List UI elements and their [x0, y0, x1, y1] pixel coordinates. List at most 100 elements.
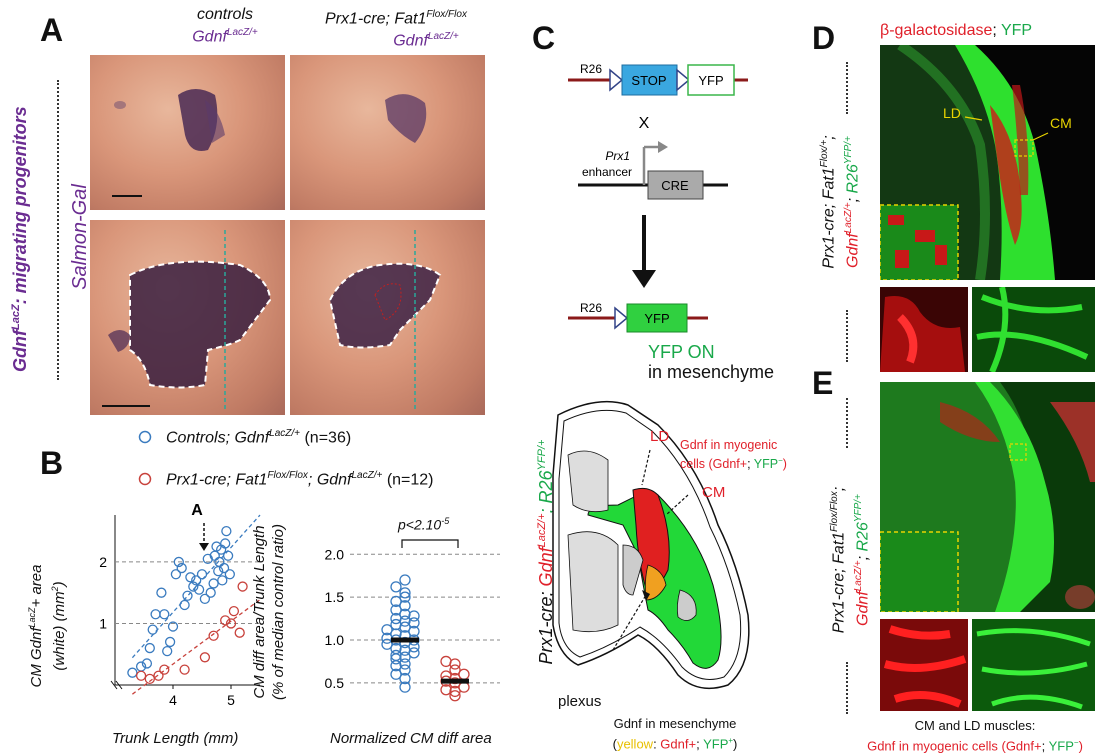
panel-label-d: D — [812, 20, 836, 56]
d-side-r26: R26 — [844, 164, 862, 194]
panel-e-caption: CM and LD muscles: Gdnf in myogenic cell… — [850, 717, 1100, 754]
panel-label-e: E — [812, 365, 834, 401]
mes-sep: ; — [696, 736, 704, 752]
ylabel-part3: (white) (mm — [51, 591, 68, 671]
left-ticks: 1 2 4 5 — [99, 554, 235, 705]
data-point — [188, 581, 199, 592]
data-point — [159, 664, 170, 675]
data-point — [170, 569, 182, 580]
ld-label-d: LD — [943, 105, 961, 121]
side-suffix: : migrating progenitors — [10, 106, 30, 305]
dot-point — [408, 625, 420, 638]
trendline-1 — [132, 599, 261, 695]
column-header-controls: controls GdnfLacZ/+ — [150, 6, 300, 46]
myo-line1: Gdnf in myogenic — [680, 438, 778, 452]
dot-point — [408, 610, 420, 622]
mesenchyme-note: Gdnf in mesenchyme (yellow: Gdnf+; YFP+) — [585, 715, 765, 752]
mes-open: ( — [612, 736, 617, 752]
legend-controls-sup: LacZ/+ — [269, 428, 301, 439]
data-point — [205, 587, 216, 598]
confocal-e-main — [880, 382, 1095, 612]
left-points — [127, 526, 248, 684]
cross-symbol: X — [639, 115, 650, 132]
data-point — [162, 646, 173, 657]
data-point — [191, 575, 202, 586]
data-point — [220, 538, 231, 549]
left-y-tick: 1 — [99, 615, 107, 631]
confocal-d-main — [880, 45, 1095, 280]
d-side-sup2: LacZ/+ — [843, 202, 855, 234]
dot-point — [390, 581, 402, 593]
cm-label-diagram: CM — [702, 484, 726, 501]
data-point — [234, 627, 245, 638]
data-point — [237, 581, 248, 592]
dot-point — [399, 681, 411, 693]
stop-box — [621, 64, 678, 96]
dot-point — [399, 658, 411, 670]
dot-point — [449, 685, 461, 698]
data-point — [141, 658, 153, 669]
data-point — [167, 621, 179, 632]
dot-point — [390, 642, 402, 655]
caption-line2: Gdnf in myogenic cells ( — [867, 738, 1006, 754]
confocal-e-art — [880, 382, 1095, 612]
data-point — [179, 664, 190, 675]
dot-point — [399, 600, 411, 612]
d-side-sup3: YFP/+ — [843, 136, 855, 165]
myo-line2: cells ( — [680, 457, 713, 472]
axis-break — [110, 680, 123, 690]
d-side-1: Prx1-cre; Fat1 — [820, 167, 838, 269]
panel-a-side-label: GdnfLacZ: migrating progenitors — [10, 106, 34, 372]
legend-mutant-marker — [138, 473, 152, 486]
data-point — [218, 562, 230, 574]
confocal-d-red-art — [880, 296, 965, 372]
ylabel-sup: LacZ — [27, 607, 37, 628]
dot-point — [440, 655, 452, 668]
myo-sup: − — [778, 456, 783, 465]
caption-sup: − — [1073, 738, 1079, 747]
stop-label: STOP — [631, 73, 666, 88]
left-chart-xlabel: Trunk Length (mm) — [112, 730, 239, 747]
data-point — [144, 642, 155, 654]
photo-mutant-bottom — [290, 220, 485, 415]
left-grid — [110, 515, 260, 690]
cre-box — [647, 170, 704, 200]
mes-colon: : — [653, 736, 661, 752]
mes-close: ) — [733, 736, 738, 752]
data-point — [144, 673, 155, 684]
column-header-mutant: Prx1-cre; Fat1Flox/Flox GdnfLacZ/+ — [296, 6, 496, 51]
confocal-d-green — [972, 287, 1095, 372]
dot-point — [449, 690, 461, 702]
mutant-top-stain — [385, 94, 427, 143]
confocal-e-green — [972, 619, 1095, 711]
data-point — [150, 609, 161, 620]
right-y-tick: 1.0 — [325, 632, 345, 648]
legend-mutant-sup2: LacZ/+ — [351, 470, 383, 481]
right-y-tick: 0.5 — [325, 675, 345, 691]
d-side-3: ; — [844, 193, 862, 203]
legend-mutant-sup1: Flox/Flox — [267, 470, 308, 481]
data-point — [173, 556, 184, 568]
dotted-divider-a — [57, 80, 59, 380]
yfp-box — [687, 64, 735, 96]
enhancer-label: enhancer — [582, 165, 632, 179]
e-dotted-bottom — [846, 662, 848, 714]
construct-diagram: R26 STOP YFP X Prx1 enhancer CRE R26 YFP — [568, 62, 748, 333]
legend-mutant: Prx1-cre; Fat1Flox/Flox; GdnfLacZ/+ (n=1… — [138, 470, 434, 489]
right-chart-ylabel: CM diff area/Trunk Length (% of median c… — [250, 512, 290, 712]
caption-gdnf: Gdnf+ — [1005, 738, 1042, 754]
right-y-tick: 2.0 — [325, 546, 345, 562]
bgal-label: β-galactosidase — [880, 22, 993, 39]
e-side-1: Prx1-cre; Fat1 — [830, 531, 848, 634]
arrow-a-annotation: A — [191, 502, 209, 551]
legend-mutant-mid: ; Gdnf — [307, 471, 352, 489]
side-gdnf-sup: LacZ/+ — [536, 513, 548, 548]
data-point — [199, 652, 211, 663]
confocal-d-red — [880, 287, 968, 372]
gene-label-2: Gdnf — [393, 32, 428, 50]
control-bottom-stain — [102, 230, 272, 410]
mutant-sup: Flox/Flox — [426, 9, 467, 20]
yfp-on-text: YFP ON — [648, 342, 715, 362]
mutant-bottom-stain — [328, 230, 442, 410]
pvalue-label: p<2.10-5 — [398, 516, 449, 533]
